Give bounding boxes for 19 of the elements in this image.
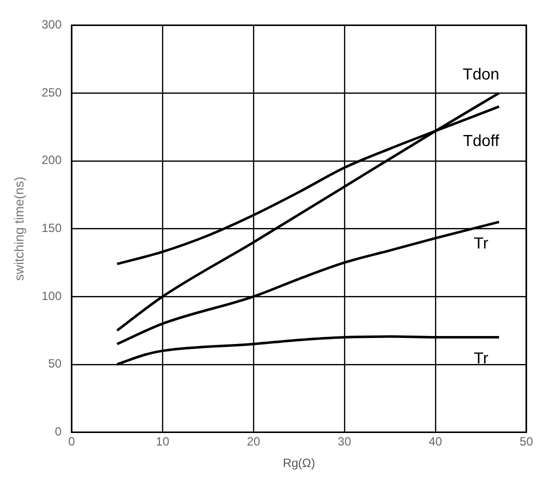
series-label: Tdoff [462, 133, 500, 150]
y-tick-label: 200 [42, 153, 62, 168]
x-tick-label: 0 [68, 434, 76, 449]
y-axis-title: switching time(ns) [11, 176, 26, 281]
y-tick-label: 300 [42, 18, 62, 32]
x-tick-label: 10 [156, 434, 170, 449]
x-tick-label: 30 [338, 434, 352, 449]
y-tick-label: 0 [54, 424, 62, 439]
x-tick-label: 50 [520, 434, 534, 449]
y-tick-label: 50 [48, 356, 62, 371]
y-tick-label: 100 [42, 288, 62, 303]
x-tick-label: 20 [246, 434, 260, 449]
series-label: Tr [474, 350, 489, 368]
x-tick-label: 40 [428, 434, 442, 449]
series-label: Tdon [462, 66, 500, 84]
x-axis-title: Rg(Ω) [282, 456, 316, 470]
y-tick-label: 150 [42, 221, 62, 236]
y-tick-label: 250 [42, 85, 62, 100]
series-label: Tr [474, 235, 489, 252]
